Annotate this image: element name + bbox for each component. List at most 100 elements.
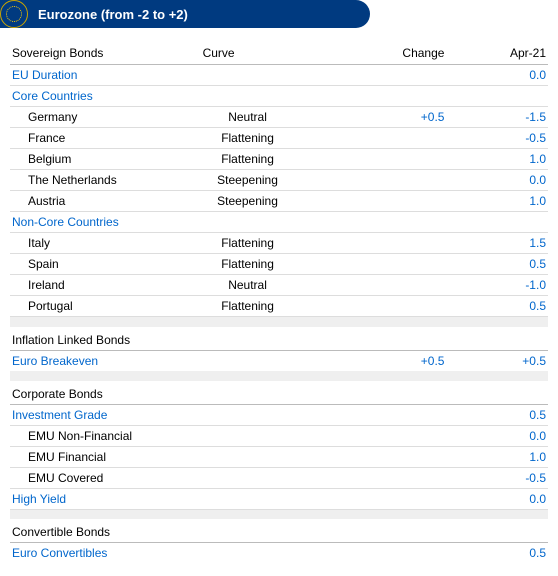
curve-value: Steepening xyxy=(183,191,315,212)
apr-value: 0.5 xyxy=(446,296,548,317)
apr-value: 1.5 xyxy=(446,233,548,254)
inflation-header: Inflation Linked Bonds xyxy=(10,327,548,351)
country-name: Spain xyxy=(10,254,183,275)
change-value: +0.5 xyxy=(315,107,447,128)
cell xyxy=(183,350,315,371)
country-name: The Netherlands xyxy=(10,170,183,191)
noncore-countries-header: Non-Core Countries xyxy=(10,212,548,233)
country-name: Germany xyxy=(10,107,183,128)
table-row: GermanyNeutral+0.5-1.5 xyxy=(10,107,548,128)
table-row: BelgiumFlattening 1.0 xyxy=(10,149,548,170)
table-row: FranceFlattening-0.5 xyxy=(10,128,548,149)
col-change: Change xyxy=(315,42,447,65)
apr-value: -1.0 xyxy=(446,275,548,296)
apr-value: 1.0 xyxy=(446,191,548,212)
row-label: Euro Convertibles xyxy=(10,543,183,564)
cell xyxy=(315,488,447,509)
apr-value: 0.0 xyxy=(446,488,548,509)
apr-value: -1.5 xyxy=(446,107,548,128)
section-label: Non-Core Countries xyxy=(10,212,548,233)
convertible-header: Convertible Bonds xyxy=(10,519,548,543)
change-value xyxy=(315,191,447,212)
apr-value: 0.0 xyxy=(446,425,548,446)
curve-value: Flattening xyxy=(183,128,315,149)
change-value xyxy=(315,170,447,191)
spacer-row xyxy=(10,317,548,327)
curve-value: Neutral xyxy=(183,275,315,296)
country-name: Italy xyxy=(10,233,183,254)
core-countries-header: Core Countries xyxy=(10,86,548,107)
apr-value: -0.5 xyxy=(446,128,548,149)
table-row: EMU Financial1.0 xyxy=(10,446,548,467)
cell xyxy=(315,65,447,86)
change-value xyxy=(315,275,447,296)
change-value xyxy=(315,233,447,254)
cell xyxy=(315,425,447,446)
section-header: Convertible Bonds xyxy=(10,519,548,543)
eu-flag-icon xyxy=(0,0,28,28)
section-header: Inflation Linked Bonds xyxy=(10,327,548,351)
curve-value: Flattening xyxy=(183,233,315,254)
table-row: SpainFlattening0.5 xyxy=(10,254,548,275)
corporate-header: Corporate Bonds xyxy=(10,381,548,405)
row-label: EMU Covered xyxy=(10,467,183,488)
row-label: Investment Grade xyxy=(10,404,183,425)
row-label: EU Duration xyxy=(10,65,183,86)
apr-value: 0.5 xyxy=(446,404,548,425)
table-row: ItalyFlattening 1.5 xyxy=(10,233,548,254)
country-name: Belgium xyxy=(10,149,183,170)
cell xyxy=(315,543,447,564)
section-header: Corporate Bonds xyxy=(10,381,548,405)
country-name: Austria xyxy=(10,191,183,212)
col-curve: Curve xyxy=(183,42,315,65)
cell xyxy=(183,543,315,564)
cell xyxy=(10,509,548,519)
cell xyxy=(315,467,447,488)
table-row: The NetherlandsSteepening0.0 xyxy=(10,170,548,191)
apr-value: -0.5 xyxy=(446,467,548,488)
eu-duration-row: EU Duration 0.0 xyxy=(10,65,548,86)
cell xyxy=(315,446,447,467)
table-row: AustriaSteepening 1.0 xyxy=(10,191,548,212)
change-value xyxy=(315,149,447,170)
cell xyxy=(183,446,315,467)
change-value: +0.5 xyxy=(315,350,447,371)
cell xyxy=(183,488,315,509)
apr-value: 1.0 xyxy=(446,446,548,467)
apr-value: +0.5 xyxy=(446,350,548,371)
country-name: Portugal xyxy=(10,296,183,317)
bonds-table: Sovereign Bonds Curve Change Apr-21 EU D… xyxy=(10,42,548,563)
euro-breakeven-row: Euro Breakeven +0.5+0.5 xyxy=(10,350,548,371)
spacer-row xyxy=(10,509,548,519)
region-title: Eurozone (from -2 to +2) xyxy=(38,7,188,22)
col-apr: Apr-21 xyxy=(446,42,548,65)
change-value xyxy=(315,128,447,149)
change-value xyxy=(315,296,447,317)
high-yield-row: High Yield0.0 xyxy=(10,488,548,509)
cell xyxy=(315,404,447,425)
cell xyxy=(183,467,315,488)
column-headers: Sovereign Bonds Curve Change Apr-21 xyxy=(10,42,548,65)
curve-value: Flattening xyxy=(183,149,315,170)
curve-value: Neutral xyxy=(183,107,315,128)
cell xyxy=(183,425,315,446)
cell xyxy=(10,371,548,381)
apr-value: 1.0 xyxy=(446,149,548,170)
investment-grade-row: Investment Grade 0.5 xyxy=(10,404,548,425)
spacer-row xyxy=(10,371,548,381)
table-row: PortugalFlattening 0.5 xyxy=(10,296,548,317)
country-name: Ireland xyxy=(10,275,183,296)
curve-value: Flattening xyxy=(183,296,315,317)
curve-value: Steepening xyxy=(183,170,315,191)
row-label: Euro Breakeven xyxy=(10,350,183,371)
euro-convertibles-row: Euro Convertibles0.5 xyxy=(10,543,548,564)
col-name: Sovereign Bonds xyxy=(10,42,183,65)
row-label: EMU Non-Financial xyxy=(10,425,183,446)
cell xyxy=(10,317,548,327)
region-header: Eurozone (from -2 to +2) xyxy=(0,0,370,28)
apr-value: 0.0 xyxy=(446,65,548,86)
change-value xyxy=(315,254,447,275)
cell xyxy=(183,404,315,425)
table-row: IrelandNeutral -1.0 xyxy=(10,275,548,296)
section-label: Core Countries xyxy=(10,86,548,107)
